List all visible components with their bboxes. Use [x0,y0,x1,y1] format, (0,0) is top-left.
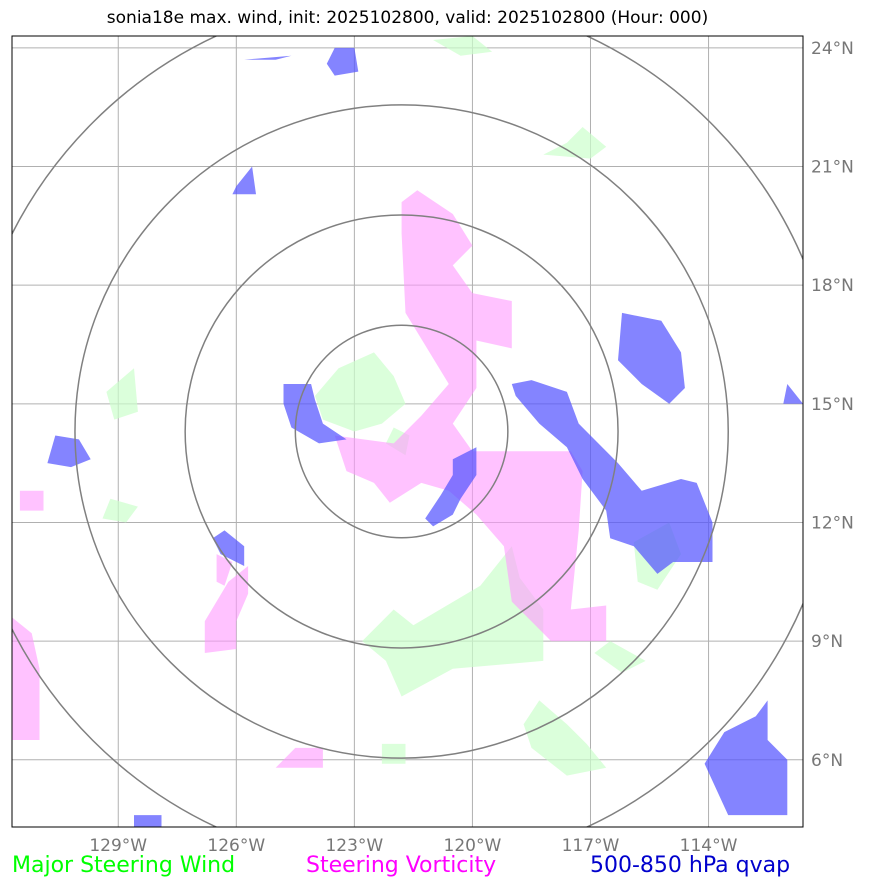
qvap-area [326,47,359,76]
steering-wind-area [543,127,607,159]
legend-steering-vorticity: Steering Vorticity [306,853,497,878]
steering-vorticity-area [12,617,40,740]
qvap-area [47,435,91,468]
qvap-area [212,530,245,566]
lon-tick-label: 117°W [562,836,620,856]
qvap-area [618,312,685,404]
qvap-area [511,380,713,574]
legend-steering-wind: Major Steering Wind [12,853,236,878]
map-title: sonia18e max. wind, init: 2025102800, va… [106,8,709,28]
steering-wind-area [106,368,138,420]
lon-tick-label: 120°W [444,836,502,856]
steering-wind-area [362,546,544,697]
steering-wind-field [102,36,681,776]
range-ring [294,324,509,539]
steering-wind-area [102,498,138,523]
map-frame [11,35,804,828]
lat-tick-label: 15°N [811,395,854,415]
qvap-field [47,47,803,827]
qvap-area [704,700,788,816]
range-ring [74,104,729,759]
qvap-area [283,384,347,444]
longitude-tick-labels: 129°W 126°W 123°W 120°W 117°W 114°W [89,836,737,856]
lon-tick-label: 129°W [89,836,147,856]
lat-tick-label: 21°N [811,158,854,178]
qvap-area [134,815,162,827]
latitude-tick-labels: 6°N 9°N 12°N 15°N 18°N 21°N 24°N [811,39,854,771]
range-rings [12,36,803,827]
lon-tick-label: 126°W [207,836,265,856]
qvap-area [425,447,477,527]
lat-tick-label: 24°N [811,39,854,59]
steering-vorticity-area [334,190,607,642]
steering-wind-area [523,700,607,776]
steering-vorticity-area [204,566,249,653]
lat-tick-label: 18°N [811,276,854,296]
legend-qvap: 500-850 hPa qvap [590,853,791,878]
lat-tick-label: 6°N [811,751,843,771]
lon-tick-label: 114°W [680,836,738,856]
range-ring [184,214,619,649]
lat-tick-label: 12°N [811,513,854,533]
qvap-area [232,166,256,195]
steering-vorticity-area [275,747,323,768]
qvap-area [244,55,292,60]
lon-tick-label: 123°W [325,836,383,856]
lat-tick-label: 9°N [811,632,843,652]
steering-wind-area [381,743,406,764]
steering-vorticity-area [19,490,44,511]
steering-wind-area [594,641,646,673]
steering-wind-area [315,352,406,432]
qvap-area [783,384,803,404]
steering-vorticity-field [12,190,607,768]
steering-wind-area [433,36,493,56]
